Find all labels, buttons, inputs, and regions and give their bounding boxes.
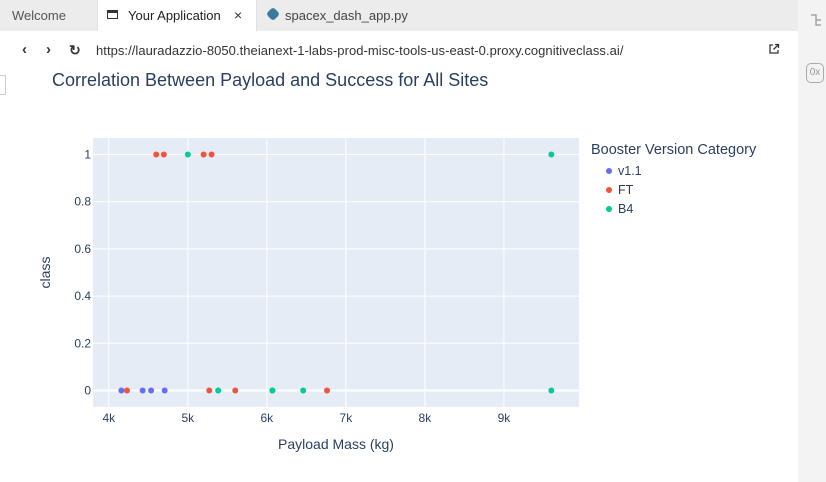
data-point-b4[interactable] [548,387,555,394]
legend-marker-b4 [606,206,612,212]
legend-label-ft: FT [618,183,634,197]
right-side-rail: 0x [798,0,826,482]
legend-item-v1-1[interactable]: v1.1 [606,164,642,178]
legend-title: Booster Version Category [591,142,757,158]
y-tick-label: 0 [84,383,91,397]
tab-spacex-dash-app[interactable]: spacex_dash_app.py [256,0,440,31]
data-point-v1-1[interactable] [139,387,146,394]
y-axis-label: class [37,257,53,289]
legend-marker-ft [606,187,612,193]
y-tick-label: 0.2 [74,336,91,350]
data-point-ft[interactable] [323,387,330,394]
x-axis-label: Payload Mass (kg) [278,436,394,452]
data-point-b4[interactable] [300,387,307,394]
data-point-b4[interactable] [215,387,222,394]
tab-bar: Welcome Your Application × spacex_dash_a… [0,0,798,31]
browser-window-icon [107,10,118,19]
close-tab-icon[interactable]: × [234,7,243,23]
address-bar: ‹ › ↻ https://lauradazzio-8050.theianext… [0,31,798,71]
reload-button[interactable]: ↻ [69,42,81,58]
hex-badge-icon[interactable]: 0x [806,63,824,83]
legend-marker-v1-1 [606,168,612,174]
data-point-ft[interactable] [153,151,160,158]
tab-your-application[interactable]: Your Application × [98,0,256,31]
data-point-ft[interactable] [206,387,213,394]
data-point-b4[interactable] [269,387,276,394]
legend-item-ft[interactable]: FT [606,183,634,197]
tab-welcome[interactable]: Welcome [0,0,98,31]
data-point-ft[interactable] [232,387,239,394]
data-point-b4[interactable] [548,151,555,158]
data-point-v1-1[interactable] [148,387,155,394]
y-tick-label: 0.6 [74,242,91,256]
tab-welcome-label: Welcome [12,8,66,23]
open-external-icon[interactable] [768,43,780,55]
tab-app-label: Your Application [128,8,221,23]
x-tick-label: 5k [181,411,195,425]
back-button[interactable]: ‹ [22,41,27,58]
legend-label-b4: B4 [618,202,634,216]
data-point-ft[interactable] [208,151,215,158]
x-tick-label: 4k [102,411,116,425]
legend-label-v1-1: v1.1 [618,164,642,178]
data-point-ft[interactable] [123,387,130,394]
x-tick-label: 6k [261,411,275,425]
plot-area [93,138,579,407]
url-field[interactable]: https://lauradazzio-8050.theianext-1-lab… [96,43,624,58]
tab-py-label: spacex_dash_app.py [285,8,408,23]
data-point-ft[interactable] [160,151,167,158]
x-tick-label: 7k [340,411,354,425]
legend-item-b4[interactable]: B4 [606,202,634,216]
data-point-v1-1[interactable] [161,387,168,394]
x-tick-label: 9k [498,411,512,425]
left-edge-handle [0,75,6,95]
data-point-ft[interactable] [200,151,207,158]
data-point-v1-1[interactable] [118,387,125,394]
chart-title: Correlation Between Payload and Success … [52,70,489,90]
y-tick-label: 1 [84,148,91,162]
x-tick-label: 8k [419,411,433,425]
y-tick-label: 0.4 [74,289,91,303]
forward-button[interactable]: › [46,41,51,58]
data-point-b4[interactable] [184,151,191,158]
tree-icon[interactable] [808,12,824,28]
y-tick-label: 0.8 [74,195,91,209]
